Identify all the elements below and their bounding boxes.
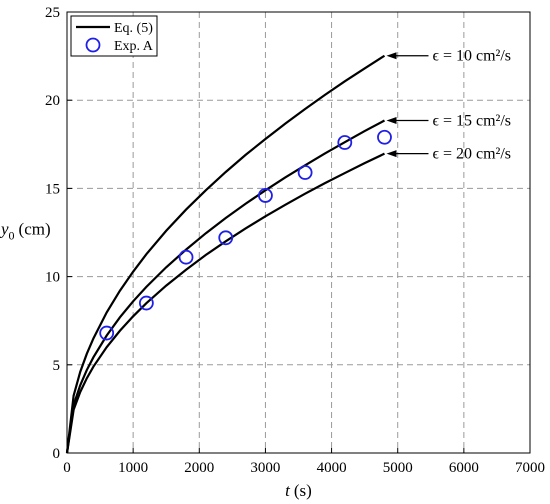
x-tick-label: 5000 (383, 460, 413, 476)
data-point (337, 135, 353, 150)
curve-eps-10 (65, 54, 386, 454)
data-point (138, 295, 154, 311)
legend-label-exp-a: Exp. A (114, 39, 154, 54)
data-point (297, 165, 313, 180)
x-tick-label: 3000 (250, 460, 280, 476)
curves (65, 54, 386, 454)
curve-eps-20 (65, 152, 385, 454)
x-tick-label: 7000 (515, 460, 545, 476)
data-point (178, 249, 194, 265)
x-tick-label: 1000 (118, 460, 148, 476)
annotation-arrowhead (386, 52, 397, 60)
markers (99, 129, 392, 341)
data-point (377, 129, 392, 145)
curve-eps-15 (65, 119, 386, 454)
x-axis-var: t (285, 481, 291, 500)
x-tick-label: 0 (63, 460, 71, 476)
y-tick-label: 0 (53, 446, 61, 462)
annotation-arrowhead (386, 116, 397, 124)
annotation-eps-20: ϵ = 20 cm²/s (432, 146, 511, 163)
y-axis-label: y0 (cm) (0, 219, 51, 242)
x-tick-label: 2000 (184, 460, 214, 476)
annotation-eps-10: ϵ = 10 cm²/s (432, 48, 511, 65)
y-tick-label: 20 (45, 93, 60, 109)
grid (67, 12, 530, 453)
ticks: 0 1000 2000 3000 4000 5000 6000 7000 0 5 10 15 20 25 (45, 5, 545, 476)
legend-marker-swatch (85, 37, 101, 53)
data-point (218, 230, 234, 246)
y-axis-subscript: 0 (9, 228, 15, 242)
x-tick-label: 4000 (317, 460, 347, 476)
y-axis-unit: (cm) (19, 219, 51, 238)
y-tick-label: 25 (45, 5, 60, 21)
x-tick-label: 6000 (449, 460, 479, 476)
y-tick-label: 15 (45, 181, 60, 197)
y-axis-var: y (0, 219, 9, 238)
data-point (99, 325, 115, 341)
x-axis-label: t (s) (285, 481, 312, 500)
plot-frame (66, 11, 531, 454)
annotations: ϵ = 10 cm²/s ϵ = 15 cm²/s ϵ = 20 cm²/s (386, 48, 511, 163)
annotation-arrowhead (386, 150, 397, 158)
annotation-eps-15: ϵ = 15 cm²/s (432, 112, 511, 129)
x-axis-unit: (s) (294, 481, 312, 500)
legend-box (70, 15, 158, 57)
legend: Eq. (5) Exp. A (70, 15, 158, 57)
y-tick-label: 5 (53, 358, 61, 374)
data-point (258, 188, 273, 203)
y-tick-label: 10 (45, 270, 60, 286)
legend-label-eq5: Eq. (5) (114, 21, 153, 36)
